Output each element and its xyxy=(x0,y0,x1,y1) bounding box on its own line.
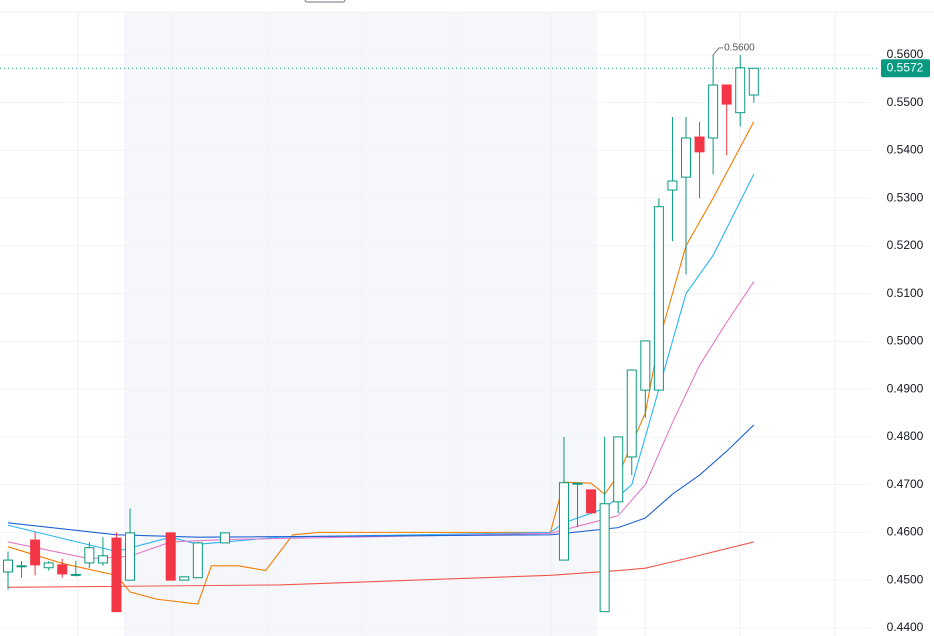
candle-body xyxy=(613,436,624,503)
candle-body xyxy=(3,559,14,573)
y-tick-label: 0.5000 xyxy=(887,334,924,348)
y-tick-label: 0.5200 xyxy=(887,238,924,252)
moving-average-line xyxy=(7,424,755,538)
candle-body xyxy=(626,369,637,458)
last-price-box xyxy=(881,59,930,78)
candle-body xyxy=(680,137,691,178)
candle-body xyxy=(640,340,651,391)
candle-body xyxy=(84,547,95,564)
candle-body xyxy=(735,67,746,114)
candle-body xyxy=(165,532,176,581)
moving-average-line xyxy=(7,541,754,588)
candle-body xyxy=(179,576,190,581)
y-tick-label: 0.5100 xyxy=(887,286,924,300)
candle-body xyxy=(16,565,27,568)
y-tick-label: 0.5500 xyxy=(887,95,924,109)
candle-body xyxy=(708,84,719,139)
candle-body xyxy=(694,136,705,153)
y-tick-label: 0.4900 xyxy=(887,381,924,395)
candle-body xyxy=(653,206,664,391)
candle-body xyxy=(57,564,68,575)
toolbar-button[interactable] xyxy=(304,0,346,3)
candle-body xyxy=(30,539,41,566)
y-tick-label: 0.5600 xyxy=(887,47,924,61)
candle-body xyxy=(748,67,759,96)
candle-body xyxy=(43,562,54,569)
candle-body xyxy=(599,503,610,613)
candle-body xyxy=(97,555,108,564)
last-price-label: 0.5572 xyxy=(887,60,924,74)
candle-body xyxy=(192,542,203,579)
candle-body xyxy=(586,489,597,514)
high-marker-line xyxy=(712,47,724,56)
candle-body xyxy=(721,84,732,105)
candle-body xyxy=(219,532,230,544)
candle-body xyxy=(125,532,136,581)
candle-body xyxy=(667,180,678,191)
y-tick-label: 0.5400 xyxy=(887,143,924,157)
y-tick-label: 0.5300 xyxy=(887,190,924,204)
y-tick-label: 0.4500 xyxy=(887,572,924,586)
candle-body xyxy=(572,482,583,485)
high-label: 0.5600 xyxy=(724,43,755,54)
candle-body xyxy=(558,482,569,561)
candle-body xyxy=(111,537,122,613)
y-tick-label: 0.4700 xyxy=(887,477,924,491)
y-tick-label: 0.4800 xyxy=(887,429,924,443)
y-tick-label: 0.4400 xyxy=(887,620,924,634)
y-tick-label: 0.4600 xyxy=(887,525,924,539)
candle-body xyxy=(70,573,81,576)
